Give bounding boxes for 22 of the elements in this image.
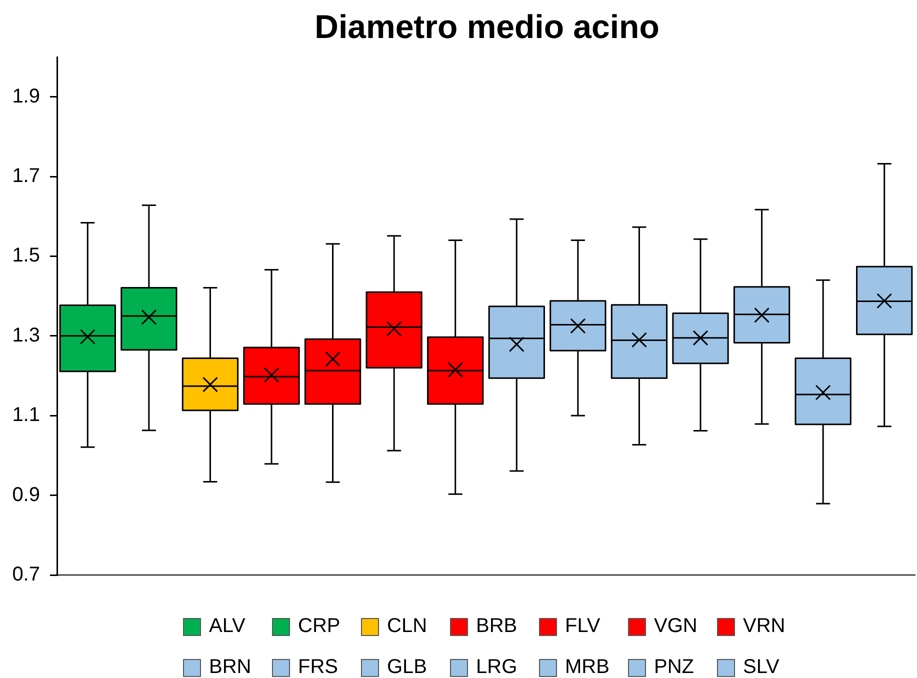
y-tick-label: 1.1 [12,404,40,426]
legend-label: FLV [565,615,600,638]
legend-label: FRS [298,656,338,678]
legend-label: CLN [387,615,428,638]
y-tick-label: 1.5 [12,244,40,267]
y-tick-label: 1.9 [12,85,40,108]
y-tick-label: 0.9 [12,484,40,506]
legend-label: LRG [476,656,518,678]
chart-title: Diametro medio acino [314,8,660,46]
y-tick-label: 0.7 [12,564,40,586]
y-tick-label: 1.7 [12,165,40,188]
legend-label: CRP [298,615,340,638]
legend-label: VRN [743,615,786,638]
legend-label: GLB [387,656,428,678]
legend-label: VGN [654,615,698,638]
legend-label: ALV [209,615,246,638]
legend-label: BRN [209,656,252,678]
legend-label: PNZ [654,656,694,678]
y-tick-label: 1.3 [12,324,40,346]
legend-label: BRB [476,615,518,638]
legend-label: MRB [565,656,610,678]
legend-label: SLV [743,656,780,678]
